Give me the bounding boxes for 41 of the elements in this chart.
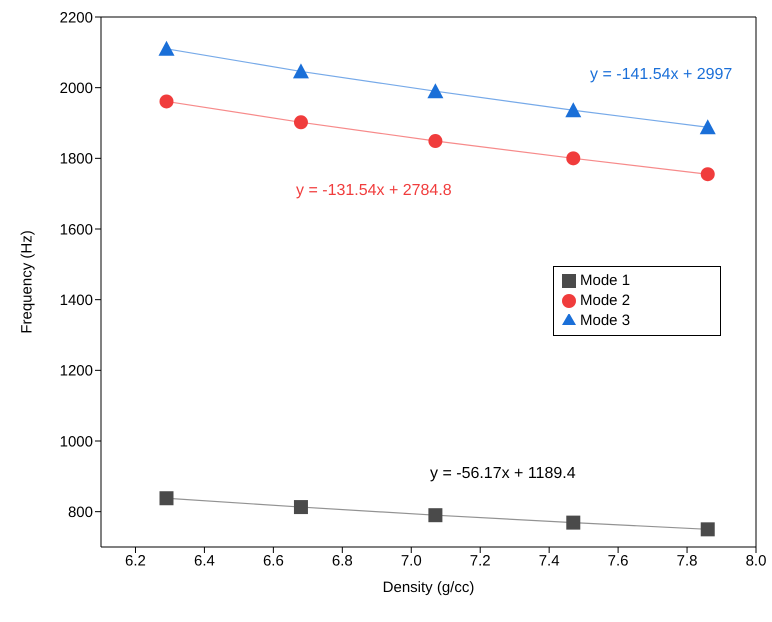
x-tick-label: 6.8 [332, 552, 353, 570]
x-tick-label: 7.6 [608, 552, 629, 570]
point [160, 94, 174, 108]
y-tick-label: 1600 [60, 221, 93, 238]
point [292, 63, 309, 78]
x-tick-label: 7.8 [676, 552, 698, 570]
x-tick-label: 7.0 [400, 552, 422, 570]
annotation: y = -131.54x + 2784.8 [296, 182, 452, 200]
point [427, 83, 444, 98]
point [160, 491, 174, 506]
y-tick-label: 800 [68, 504, 93, 521]
point [566, 516, 580, 530]
y-tick-label: 1400 [60, 292, 93, 309]
point [700, 119, 716, 134]
y-tick-label: 2000 [60, 80, 93, 97]
point [700, 522, 715, 536]
point [565, 102, 582, 118]
y-axis-title: Frequency (Hz) [18, 230, 36, 334]
point [294, 115, 308, 130]
x-tick-label: 6.6 [262, 552, 284, 570]
point [700, 167, 715, 182]
y-tick-label: 2200 [60, 9, 93, 26]
legend-label: Mode 2 [580, 292, 630, 309]
point [428, 508, 442, 522]
legend-label: Mode 1 [580, 272, 630, 289]
point [428, 134, 442, 148]
y-tick-label: 1000 [60, 433, 93, 450]
x-tick-label: 7.2 [470, 552, 491, 570]
point [566, 151, 580, 166]
x-axis-title: Density (g/cc) [382, 579, 474, 596]
y-tick-label: 1200 [60, 362, 93, 380]
y-tick-label: 1800 [60, 150, 93, 168]
point [294, 500, 308, 514]
x-tick-label: 8.0 [746, 552, 766, 570]
annotation: y = -141.54x + 2997 [590, 66, 732, 84]
annotation: y = -56.17x + 1189.4 [430, 465, 576, 483]
x-tick-label: 6.4 [194, 552, 215, 570]
x-tick-label: 7.4 [538, 552, 560, 570]
legend-label: Mode 3 [580, 312, 630, 329]
x-tick-label: 6.2 [125, 552, 146, 570]
point [158, 40, 174, 56]
